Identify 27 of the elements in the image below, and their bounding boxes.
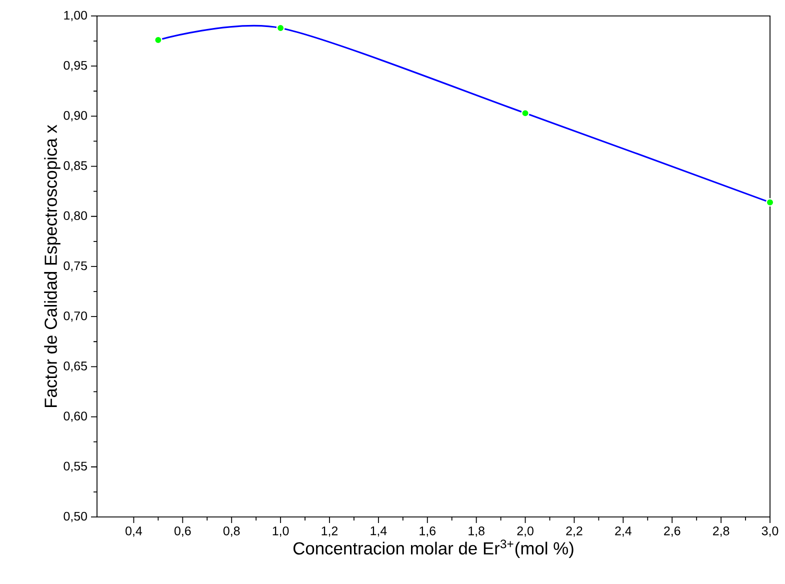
x-tick-label: 2,8	[713, 526, 730, 537]
x-tick-label: 1,0	[272, 526, 289, 537]
y-tick-label: 0,90	[64, 111, 87, 122]
x-tick-label: 0,8	[223, 526, 240, 537]
x-tick-label: 1,6	[420, 526, 436, 537]
x-tick-label: 3,0	[762, 526, 778, 537]
y-tick-label: 1,00	[64, 10, 87, 22]
y-tick-label: 0,75	[64, 261, 87, 272]
y-tick-label: 0,50	[64, 512, 87, 522]
y-tick-label: 0,70	[64, 311, 87, 322]
y-tick-label: 0,65	[64, 362, 87, 372]
y-axis-title: Factor de Calidad Espectroscopica x	[44, 124, 60, 408]
x-tick-label: 1,8	[468, 526, 484, 537]
x-tick-label: 2,4	[615, 526, 632, 537]
x-tick-label: 1,2	[322, 526, 338, 537]
x-tick-label: 2,2	[566, 526, 582, 537]
y-tick-label: 0,60	[64, 412, 87, 422]
y-tick-label: 0,95	[64, 60, 87, 72]
y-tick-label: 0,80	[64, 211, 87, 222]
x-tick-label: 1,4	[370, 526, 387, 537]
x-tick-label: 2,6	[664, 526, 680, 537]
y-tick-label: 0,85	[64, 161, 87, 172]
x-tick-label: 0,6	[174, 526, 191, 537]
y-tick-label: 0,55	[64, 462, 87, 472]
x-tick-label: 0,4	[126, 526, 142, 537]
x-axis-title: Concentracion molar de Er$^{3+}$(mol %)	[293, 540, 574, 558]
x-tick-label: 2,0	[517, 526, 534, 537]
